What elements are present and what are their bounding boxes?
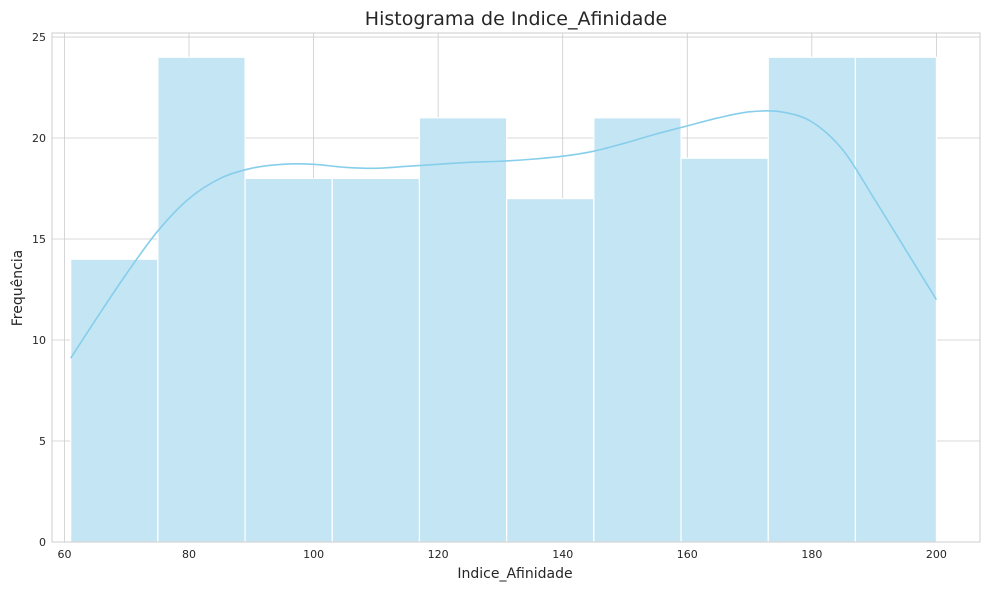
x-tick-label: 200 bbox=[926, 548, 947, 561]
kde-curve bbox=[70, 109, 938, 359]
y-axis-label: Frequência bbox=[10, 250, 26, 327]
y-tick-label: 15 bbox=[32, 233, 46, 246]
x-tick-label: 140 bbox=[552, 548, 573, 561]
histogram-bar bbox=[854, 56, 938, 543]
histogram-bar bbox=[680, 157, 769, 543]
histogram-bar bbox=[157, 56, 246, 543]
histogram-bar bbox=[767, 56, 857, 543]
x-tick-label: 160 bbox=[677, 548, 698, 561]
y-tick-label: 5 bbox=[39, 435, 46, 448]
histogram-bar bbox=[506, 198, 595, 543]
x-tick-label: 120 bbox=[428, 548, 449, 561]
histogram-bar bbox=[70, 258, 159, 543]
y-tick-label: 10 bbox=[32, 334, 46, 347]
x-tick-label: 80 bbox=[182, 548, 196, 561]
y-tick-label: 20 bbox=[32, 132, 46, 145]
x-tick-label: 60 bbox=[57, 548, 71, 561]
chart-title: Histograma de Indice_Afinidade bbox=[365, 8, 667, 30]
histogram-bar bbox=[244, 177, 333, 543]
histogram-bar bbox=[418, 117, 508, 543]
y-tick-label: 0 bbox=[39, 536, 46, 549]
x-tick-label: 100 bbox=[303, 548, 324, 561]
y-tick-label: 25 bbox=[32, 31, 46, 44]
histogram-bars bbox=[70, 56, 938, 543]
plot-frame bbox=[51, 32, 981, 543]
x-tick-label: 180 bbox=[801, 548, 822, 561]
histogram-bar bbox=[331, 177, 421, 543]
x-axis-ticks: 60 80 100 120 140 160 180 200 bbox=[57, 548, 946, 561]
x-axis-label: Indice_Afinidade bbox=[457, 566, 572, 582]
histogram-bar bbox=[593, 117, 682, 543]
y-axis-ticks: 0 5 10 15 20 25 bbox=[32, 31, 46, 549]
